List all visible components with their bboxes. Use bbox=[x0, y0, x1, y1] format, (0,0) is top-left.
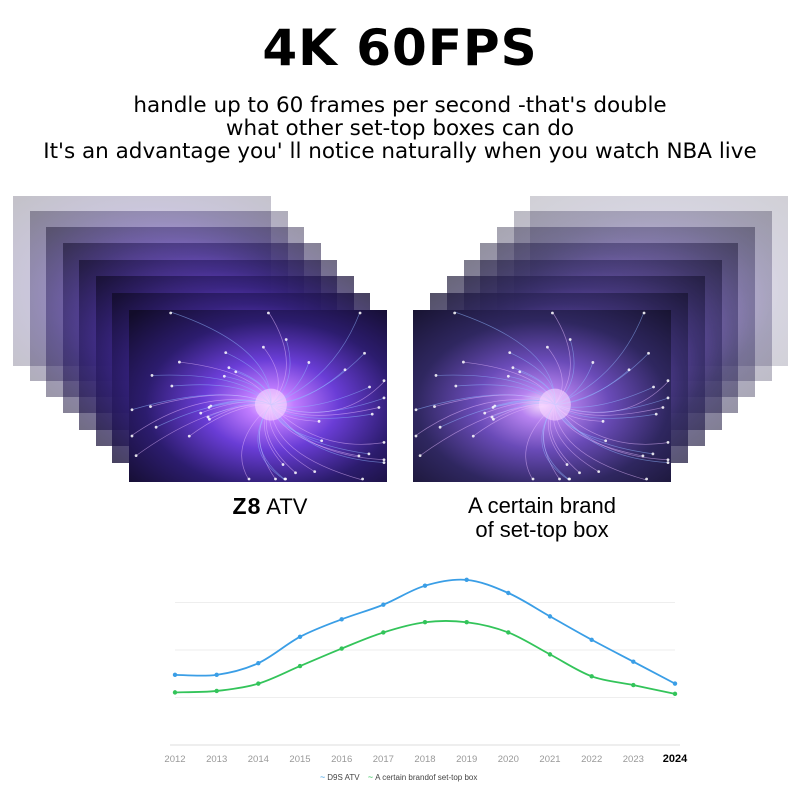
x-tick-label: 2023 bbox=[623, 754, 644, 765]
caption-other-box-line-2: of set-top box bbox=[475, 517, 609, 542]
description-line-3: It's an advantage you' ll notice natural… bbox=[43, 139, 757, 164]
x-tick-label: 2013 bbox=[206, 754, 227, 765]
legend-label-1: D9S ATV bbox=[327, 773, 360, 782]
caption-z8-atv: Z8 ATV bbox=[180, 494, 360, 519]
caption-other-box: A certain brand of set-top box bbox=[432, 494, 652, 542]
data-point bbox=[464, 577, 469, 583]
x-tick-label: 2022 bbox=[581, 754, 602, 765]
description-line-1: handle up to 60 frames per second -that'… bbox=[133, 93, 667, 118]
data-point bbox=[547, 652, 553, 657]
brand-suffix: ATV bbox=[266, 494, 308, 519]
caption-other-box-line-1: A certain brand bbox=[468, 493, 616, 518]
data-point bbox=[672, 691, 678, 697]
frame-left-8 bbox=[129, 310, 387, 482]
data-point bbox=[464, 620, 469, 625]
data-point bbox=[631, 659, 636, 664]
description-line-2: what other set-top boxes can do bbox=[225, 116, 575, 141]
data-point bbox=[256, 660, 261, 666]
data-point bbox=[297, 663, 303, 669]
chart-legend: ~ D9S ATV ~ A certain brandof set-top box bbox=[320, 772, 483, 782]
data-point bbox=[547, 614, 553, 619]
data-point bbox=[422, 583, 428, 588]
data-point bbox=[214, 688, 219, 694]
data-point bbox=[672, 681, 678, 686]
x-tick-label: 2018 bbox=[414, 754, 435, 765]
x-tick-label: 2016 bbox=[331, 754, 352, 765]
data-point bbox=[506, 590, 511, 596]
x-tick-label: 2015 bbox=[289, 754, 310, 765]
x-tick-label: 2020 bbox=[498, 754, 519, 765]
description: handle up to 60 frames per second -that'… bbox=[0, 94, 800, 163]
fps-line-chart: 2012 2013 2014 2015 2016 2017 2018 2019 2020 2021… bbox=[164, 577, 688, 765]
x-tick-label: 2012 bbox=[164, 754, 185, 765]
series-line-1 bbox=[174, 578, 676, 685]
legend-item-2: ~ A certain brandof set-top box bbox=[367, 772, 478, 782]
data-point bbox=[297, 634, 303, 640]
data-point bbox=[214, 672, 219, 678]
data-point bbox=[339, 646, 344, 651]
data-point bbox=[339, 617, 344, 622]
data-point bbox=[381, 602, 386, 607]
x-tick-label: 2014 bbox=[248, 754, 269, 765]
x-tick-label: 2017 bbox=[373, 754, 394, 765]
legend-item-1: ~ D9S ATV bbox=[320, 772, 360, 782]
data-point bbox=[506, 630, 511, 635]
x-tick-label: 2019 bbox=[456, 754, 477, 765]
x-tick-label: 2021 bbox=[539, 754, 560, 765]
x-tick-label: 2024 bbox=[663, 753, 688, 765]
legend-label-2: A certain brandof set-top box bbox=[375, 773, 478, 782]
data-point bbox=[631, 682, 636, 688]
brand-name: Z8 bbox=[232, 493, 262, 519]
data-point bbox=[256, 681, 261, 686]
stack-other-box bbox=[413, 196, 788, 482]
data-point bbox=[172, 672, 178, 678]
data-point bbox=[381, 630, 386, 635]
data-point bbox=[172, 690, 178, 695]
data-point bbox=[422, 620, 428, 625]
page-title: 4K 60FPS bbox=[262, 19, 538, 77]
stack-z8-atv bbox=[13, 196, 387, 482]
series-line-2 bbox=[174, 620, 676, 695]
frame-right-8 bbox=[413, 310, 671, 482]
data-point bbox=[589, 674, 594, 679]
data-point bbox=[589, 637, 594, 642]
